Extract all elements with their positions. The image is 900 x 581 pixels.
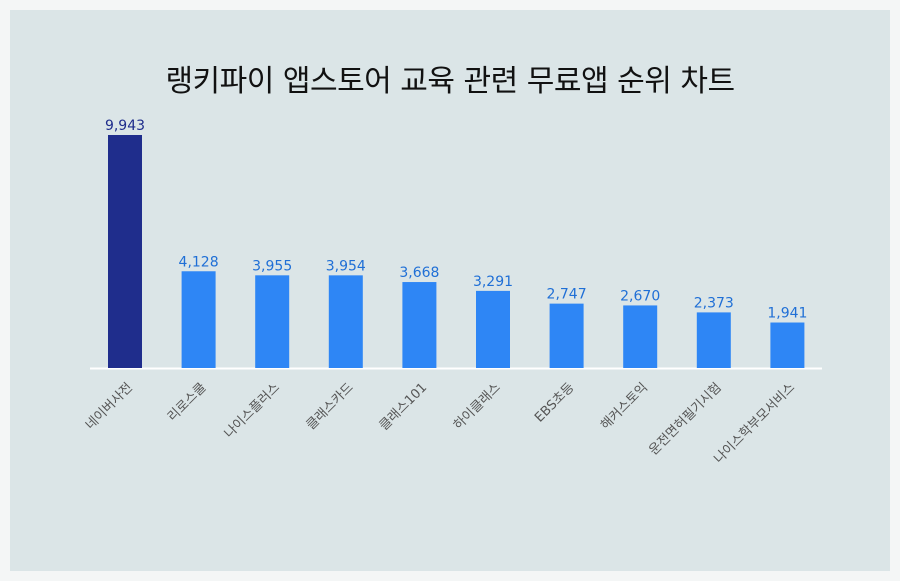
x-tick-label-9: 운전면허필기시험 [646,380,724,458]
x-tick-label-7: EBS초등 [532,380,577,425]
bar-5 [402,282,437,368]
data-label-2: 4,128 [179,254,219,270]
bar-10 [770,322,805,368]
bar-6 [476,290,510,368]
bar-7 [549,303,584,368]
x-tick-label-10: 나이스학부모서비스 [712,380,799,467]
x-tick-label-8: 해커스토익 [598,380,651,433]
x-tick-label-6: 하이클래스 [451,380,504,433]
bar-4 [328,275,363,368]
data-label-7: 2,747 [547,287,587,303]
bar-8 [623,305,658,368]
x-tick-label-5: 클래스101 [377,380,431,434]
data-label-9: 2,373 [694,295,734,311]
data-label-8: 2,670 [620,288,660,304]
bar-9 [696,312,731,368]
x-tick-label-2: 리로스쿨 [165,380,209,424]
data-label-3: 3,955 [252,258,292,274]
data-label-5: 3,668 [399,265,439,281]
bar-3 [255,275,290,368]
data-label-6: 3,291 [473,274,513,290]
chart-panel [10,10,890,571]
data-label-1: 9,943 [105,118,145,134]
x-tick-label-3: 나이스플러스 [222,380,283,441]
bar-2 [181,271,216,368]
data-label-4: 3,954 [326,258,366,274]
x-tick-label-4: 클래스카드 [304,380,357,433]
chart-title: 랭키파이 앱스토어 교육 관련 무료앱 순위 차트 [165,64,735,99]
bar-1 [108,135,142,368]
x-tick-label-1: 네이버사전 [83,380,136,433]
data-label-10: 1,941 [767,306,807,322]
